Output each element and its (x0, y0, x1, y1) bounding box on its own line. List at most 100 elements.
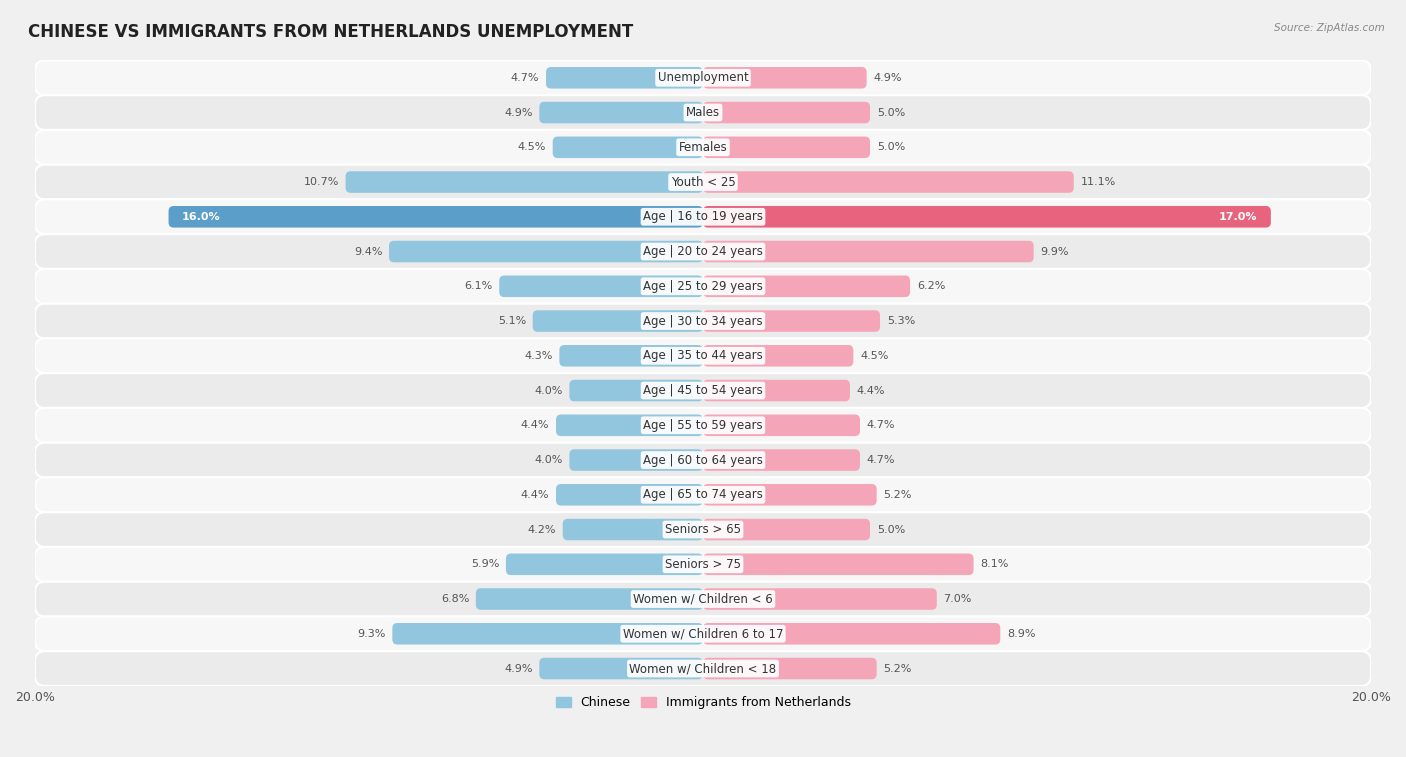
Text: CHINESE VS IMMIGRANTS FROM NETHERLANDS UNEMPLOYMENT: CHINESE VS IMMIGRANTS FROM NETHERLANDS U… (28, 23, 633, 41)
Text: 11.1%: 11.1% (1080, 177, 1116, 187)
Text: 6.2%: 6.2% (917, 282, 945, 291)
Text: 5.3%: 5.3% (887, 316, 915, 326)
Text: 8.9%: 8.9% (1007, 629, 1035, 639)
Text: Women w/ Children < 6: Women w/ Children < 6 (633, 593, 773, 606)
FancyBboxPatch shape (703, 380, 851, 401)
Text: 4.3%: 4.3% (524, 350, 553, 361)
Text: 4.4%: 4.4% (856, 385, 886, 396)
FancyBboxPatch shape (562, 519, 703, 540)
FancyBboxPatch shape (703, 449, 860, 471)
FancyBboxPatch shape (703, 276, 910, 297)
Text: Females: Females (679, 141, 727, 154)
Text: Women w/ Children < 18: Women w/ Children < 18 (630, 662, 776, 675)
FancyBboxPatch shape (35, 269, 1371, 304)
FancyBboxPatch shape (703, 345, 853, 366)
FancyBboxPatch shape (703, 171, 1074, 193)
Text: Source: ZipAtlas.com: Source: ZipAtlas.com (1274, 23, 1385, 33)
FancyBboxPatch shape (346, 171, 703, 193)
FancyBboxPatch shape (703, 136, 870, 158)
FancyBboxPatch shape (703, 658, 877, 679)
FancyBboxPatch shape (35, 373, 1371, 408)
Text: 16.0%: 16.0% (181, 212, 221, 222)
FancyBboxPatch shape (35, 616, 1371, 651)
Text: 4.0%: 4.0% (534, 455, 562, 465)
FancyBboxPatch shape (703, 310, 880, 332)
FancyBboxPatch shape (35, 512, 1371, 547)
Text: 4.5%: 4.5% (860, 350, 889, 361)
Text: 5.0%: 5.0% (877, 525, 905, 534)
FancyBboxPatch shape (703, 553, 973, 575)
Text: 7.0%: 7.0% (943, 594, 972, 604)
Text: 10.7%: 10.7% (304, 177, 339, 187)
FancyBboxPatch shape (703, 484, 877, 506)
FancyBboxPatch shape (35, 61, 1371, 95)
Legend: Chinese, Immigrants from Netherlands: Chinese, Immigrants from Netherlands (551, 691, 855, 714)
Text: Age | 30 to 34 years: Age | 30 to 34 years (643, 315, 763, 328)
FancyBboxPatch shape (35, 651, 1371, 686)
FancyBboxPatch shape (35, 581, 1371, 616)
FancyBboxPatch shape (35, 234, 1371, 269)
Text: Women w/ Children 6 to 17: Women w/ Children 6 to 17 (623, 628, 783, 640)
FancyBboxPatch shape (35, 443, 1371, 478)
FancyBboxPatch shape (392, 623, 703, 644)
FancyBboxPatch shape (35, 165, 1371, 199)
FancyBboxPatch shape (555, 484, 703, 506)
FancyBboxPatch shape (35, 478, 1371, 512)
Text: Age | 16 to 19 years: Age | 16 to 19 years (643, 210, 763, 223)
Text: 4.7%: 4.7% (866, 420, 896, 430)
Text: 4.9%: 4.9% (873, 73, 901, 83)
Text: 5.2%: 5.2% (883, 664, 911, 674)
Text: Age | 35 to 44 years: Age | 35 to 44 years (643, 349, 763, 363)
Text: 4.7%: 4.7% (510, 73, 540, 83)
Text: 5.9%: 5.9% (471, 559, 499, 569)
FancyBboxPatch shape (703, 588, 936, 610)
Text: Age | 65 to 74 years: Age | 65 to 74 years (643, 488, 763, 501)
Text: Unemployment: Unemployment (658, 71, 748, 84)
Text: 8.1%: 8.1% (980, 559, 1008, 569)
FancyBboxPatch shape (540, 658, 703, 679)
FancyBboxPatch shape (169, 206, 703, 228)
Text: 9.3%: 9.3% (357, 629, 385, 639)
Text: 4.5%: 4.5% (517, 142, 546, 152)
Text: 5.2%: 5.2% (883, 490, 911, 500)
Text: 17.0%: 17.0% (1219, 212, 1257, 222)
Text: 6.8%: 6.8% (441, 594, 470, 604)
Text: Seniors > 75: Seniors > 75 (665, 558, 741, 571)
FancyBboxPatch shape (569, 380, 703, 401)
Text: Seniors > 65: Seniors > 65 (665, 523, 741, 536)
Text: 9.4%: 9.4% (354, 247, 382, 257)
Text: 4.0%: 4.0% (534, 385, 562, 396)
Text: 4.9%: 4.9% (505, 664, 533, 674)
Text: 4.2%: 4.2% (527, 525, 555, 534)
Text: 5.1%: 5.1% (498, 316, 526, 326)
FancyBboxPatch shape (533, 310, 703, 332)
Text: 4.7%: 4.7% (866, 455, 896, 465)
Text: Youth < 25: Youth < 25 (671, 176, 735, 188)
Text: 6.1%: 6.1% (464, 282, 492, 291)
FancyBboxPatch shape (35, 199, 1371, 234)
FancyBboxPatch shape (35, 95, 1371, 130)
Text: 5.0%: 5.0% (877, 142, 905, 152)
Text: Males: Males (686, 106, 720, 119)
FancyBboxPatch shape (35, 547, 1371, 581)
FancyBboxPatch shape (703, 519, 870, 540)
Text: Age | 20 to 24 years: Age | 20 to 24 years (643, 245, 763, 258)
FancyBboxPatch shape (703, 67, 866, 89)
FancyBboxPatch shape (540, 101, 703, 123)
FancyBboxPatch shape (35, 304, 1371, 338)
FancyBboxPatch shape (703, 241, 1033, 263)
FancyBboxPatch shape (35, 408, 1371, 443)
Text: 9.9%: 9.9% (1040, 247, 1069, 257)
FancyBboxPatch shape (703, 101, 870, 123)
Text: Age | 55 to 59 years: Age | 55 to 59 years (643, 419, 763, 431)
FancyBboxPatch shape (555, 415, 703, 436)
FancyBboxPatch shape (703, 415, 860, 436)
Text: 5.0%: 5.0% (877, 107, 905, 117)
FancyBboxPatch shape (703, 206, 1271, 228)
FancyBboxPatch shape (389, 241, 703, 263)
FancyBboxPatch shape (35, 130, 1371, 165)
FancyBboxPatch shape (560, 345, 703, 366)
FancyBboxPatch shape (506, 553, 703, 575)
Text: Age | 60 to 64 years: Age | 60 to 64 years (643, 453, 763, 466)
FancyBboxPatch shape (553, 136, 703, 158)
